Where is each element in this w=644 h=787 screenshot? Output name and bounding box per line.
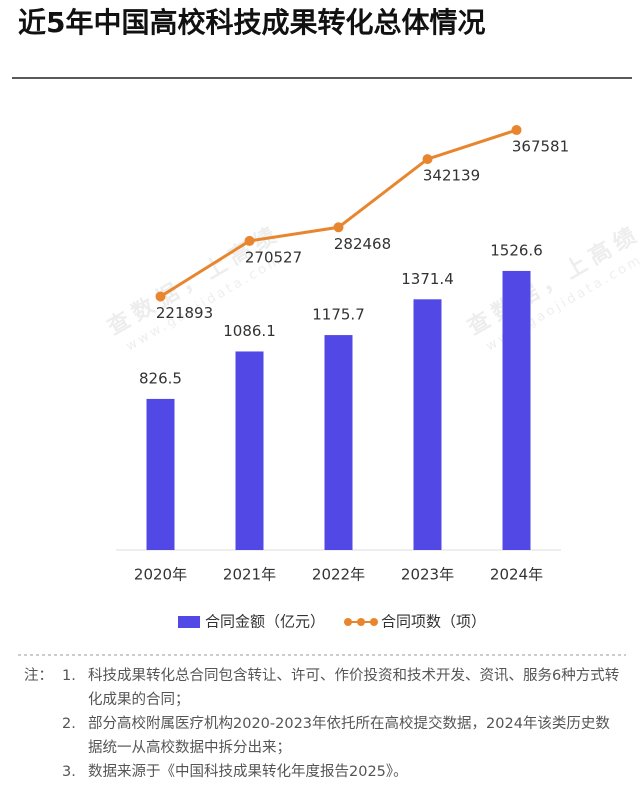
bar-value-label: 1086.1 bbox=[223, 322, 276, 340]
legend-swatch-dot bbox=[344, 618, 352, 626]
legend-label: 合同金额（亿元） bbox=[205, 613, 325, 631]
line-point bbox=[333, 222, 344, 233]
note-num: 1. bbox=[62, 668, 76, 684]
legend-label: 合同项数（项） bbox=[381, 613, 486, 631]
line-value-label: 282468 bbox=[334, 235, 391, 253]
x-tick-label: 2021年 bbox=[223, 566, 276, 584]
legend-swatch bbox=[178, 616, 200, 628]
chart: 近5年中国高校科技成果转化总体情况 查数据，上高绩www.gaojidata.c… bbox=[12, 6, 644, 656]
bar bbox=[324, 335, 353, 550]
note-text: 部分高校附属医疗机构2020-2023年依托所在高校提交数据，2024年该类历史… bbox=[88, 716, 610, 756]
chart-title: 近5年中国高校科技成果转化总体情况 bbox=[18, 6, 485, 39]
x-tick-label: 2023年 bbox=[401, 566, 454, 584]
note: 2. 部分高校附属医疗机构2020-2023年依托所在高校提交数据，2024年该类… bbox=[24, 712, 624, 760]
line-value-label: 367581 bbox=[512, 138, 569, 156]
note: 注： 1. 科技成果转化总合同包含转让、许可、作价投资和技术开发、资讯、服务6种方式… bbox=[24, 664, 624, 712]
x-tick-label: 2024年 bbox=[490, 566, 543, 584]
bar-value-label: 1175.7 bbox=[312, 306, 365, 324]
line-point bbox=[422, 154, 433, 165]
note: 3. 数据来源于《中国科技成果转化年度报告2025》。 bbox=[24, 760, 624, 784]
legend-swatch-dot bbox=[357, 618, 365, 626]
line-value-label: 270527 bbox=[245, 248, 302, 266]
notes: 注： 1. 科技成果转化总合同包含转让、许可、作价投资和技术开发、资讯、服务6种方式… bbox=[24, 664, 624, 784]
x-tick-label: 2022年 bbox=[312, 566, 365, 584]
legend-swatch-dot bbox=[370, 618, 378, 626]
bar-value-label: 1371.4 bbox=[401, 270, 454, 288]
bar bbox=[413, 299, 442, 550]
bar bbox=[235, 351, 264, 550]
line-point bbox=[511, 125, 522, 136]
line-point bbox=[155, 291, 166, 302]
line-value-label: 221893 bbox=[156, 304, 213, 322]
line-value-label: 342139 bbox=[423, 167, 480, 185]
note-num: 3. bbox=[62, 764, 76, 780]
bar-value-label: 826.5 bbox=[139, 369, 182, 387]
note-text: 科技成果转化总合同包含转让、许可、作价投资和技术开发、资讯、服务6种方式转化成果… bbox=[88, 668, 620, 708]
x-tick-label: 2020年 bbox=[134, 566, 187, 584]
note-lab: 注： bbox=[24, 668, 53, 684]
bar bbox=[502, 270, 531, 550]
line-point bbox=[244, 235, 255, 246]
note-num: 2. bbox=[62, 716, 76, 732]
bar bbox=[146, 398, 175, 550]
bar-value-label: 1526.6 bbox=[490, 241, 543, 259]
note-text: 数据来源于《中国科技成果转化年度报告2025》。 bbox=[88, 764, 408, 780]
